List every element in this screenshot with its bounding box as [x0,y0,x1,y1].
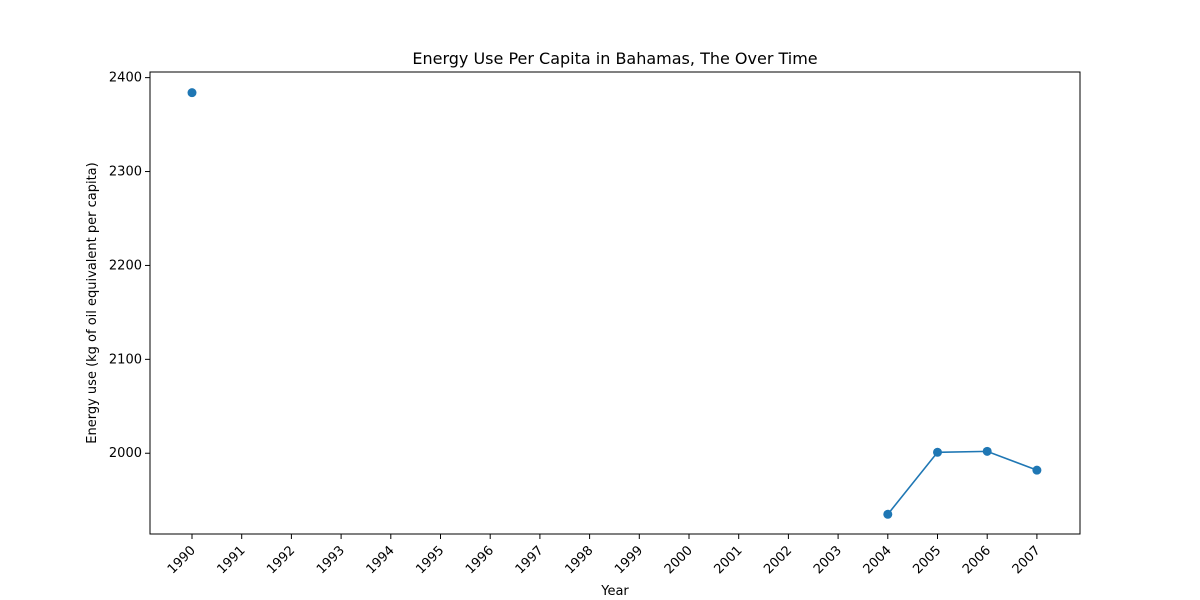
chart-title: Energy Use Per Capita in Bahamas, The Ov… [412,49,817,68]
y-axis-ticks: 2000 2100 2200 2300 2400 [109,71,150,461]
y-tick-label: 2000 [109,446,142,461]
series-layer [187,88,1042,519]
y-tick-label: 2200 [109,258,142,273]
y-tick-label: 2100 [109,352,142,367]
data-point-2004 [883,509,893,519]
data-point-2005 [933,447,942,457]
data-point-1990 [187,88,197,98]
plot-frame [149,71,1081,535]
y-tick-label: 2400 [109,71,142,86]
y-axis-label: Energy use (kg of oil equivalent per cap… [85,162,100,443]
data-point-2007 [1032,465,1042,475]
x-axis-label: Year [600,584,629,599]
data-point-2006 [982,446,992,456]
series-line [887,450,1038,515]
y-tick-label: 2300 [109,165,142,180]
